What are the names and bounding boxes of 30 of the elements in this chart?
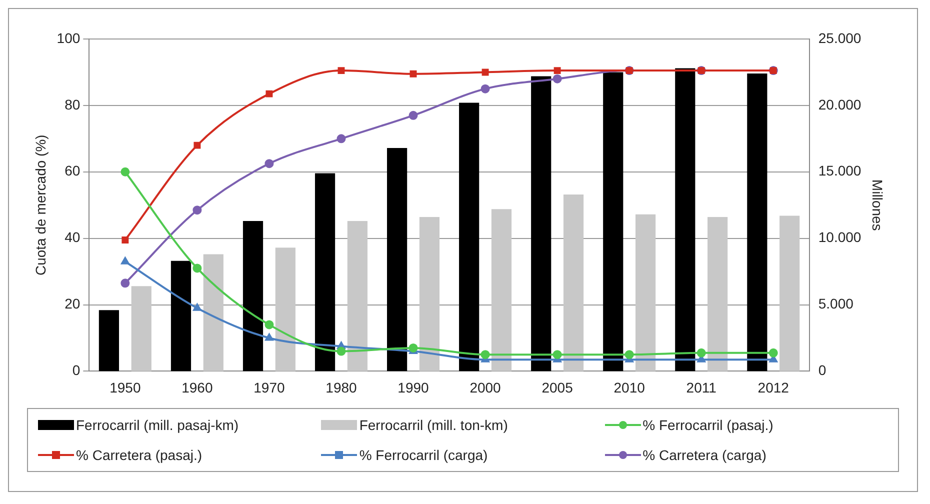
y2-tick-label: 10.000	[818, 229, 862, 246]
y2-tick-label: 20.000	[818, 96, 862, 112]
y2-tick-label: 5.000	[818, 296, 854, 312]
y-tick-label: 80	[64, 96, 80, 112]
legend-label: % Carretera (carga)	[642, 447, 766, 463]
x-tick-label: 2000	[470, 379, 502, 396]
y-tick-label: 20	[64, 296, 80, 312]
x-tick-label: 1990	[398, 379, 430, 396]
y2-axis-title: Millones	[870, 179, 886, 231]
y-tick-label: 60	[64, 162, 80, 179]
x-tick-label: 2011	[686, 379, 717, 396]
x-tick-label: 1960	[182, 379, 213, 396]
legend-label: Ferrocarril (mill. ton-km)	[359, 417, 508, 433]
y-tick-label: 100	[56, 30, 80, 46]
y-axis-title: Cuota de mercado (%)	[32, 134, 48, 276]
y-tick-label: 0	[72, 362, 80, 378]
legend-label: Ferrocarril (mill. pasaj-km)	[76, 417, 239, 433]
legend-label: % Ferrocarril (carga)	[359, 447, 488, 463]
x-tick-label: 2005	[542, 379, 574, 396]
y2-tick-label: 15.000	[818, 162, 862, 179]
x-tick-label: 1980	[326, 379, 358, 396]
y-tick-label: 40	[64, 229, 80, 246]
x-tick-label: 1950	[110, 379, 141, 396]
x-tick-label: 2012	[758, 379, 790, 396]
legend-label: % Carretera (pasaj.)	[76, 447, 202, 463]
legend-label: % Ferrocarril (pasaj.)	[642, 417, 774, 433]
y2-tick-label: 25.000	[818, 30, 862, 46]
x-tick-label: 2010	[614, 379, 646, 396]
y2-tick-label: 0	[818, 362, 826, 378]
x-tick-label: 1970	[254, 379, 285, 396]
